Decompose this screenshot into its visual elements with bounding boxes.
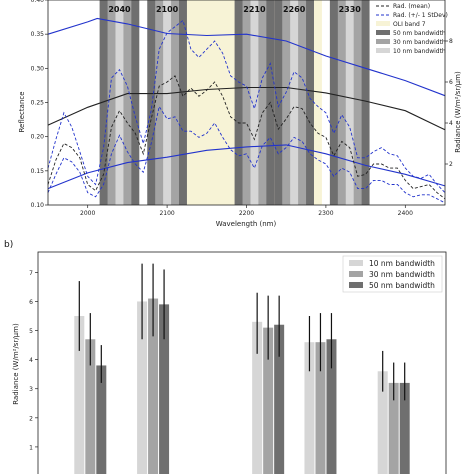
y-tick-label: 0.10	[31, 202, 45, 209]
band-2210-10nm	[250, 0, 259, 205]
y2-tick-label: 4	[449, 120, 453, 127]
y-tick-label: 0.20	[31, 134, 45, 141]
y-tick-label-b: 7	[29, 270, 33, 277]
band-center-label-2260: 2260	[283, 5, 306, 14]
series-line-5	[47, 105, 446, 204]
series-line-3	[47, 75, 446, 200]
y-tick-label-b: 1	[29, 444, 33, 451]
bar-2330-50nm	[399, 382, 410, 474]
band-2100-10nm	[163, 0, 172, 205]
legend-b: 10 nm bandwidth 30 nm bandwidth 50 nm ba…	[342, 255, 443, 293]
legend-label-rad-stdev: Rad. (+/- 1 StDev)	[393, 12, 448, 19]
bar-2100-10nm	[137, 301, 148, 474]
bar-2210-30nm	[263, 327, 274, 474]
axis-ticks-b: 01234567	[29, 270, 38, 474]
bar-2210-10nm	[252, 321, 263, 474]
y-tick-label: 0.15	[31, 168, 45, 175]
x-tick-label: 2200	[239, 210, 254, 217]
bar-2100-30nm	[148, 298, 159, 474]
legend-label-50nm: 50 nm bandwidth	[393, 30, 446, 37]
y-tick-label: 0.40	[31, 0, 45, 4]
y-tick-label: 0.25	[31, 100, 45, 107]
legend-b-swatch-10nm	[349, 260, 363, 266]
bar-2330-30nm	[388, 382, 399, 474]
legend-a: Rad. (mean) Rad. (+/- 1 StDev) OLI band …	[376, 3, 448, 55]
legend-label-rad-mean: Rad. (mean)	[393, 3, 430, 10]
bar-2210-50nm	[274, 324, 285, 474]
panel-b-label: b)	[4, 240, 13, 250]
legend-b-swatch-50nm	[349, 282, 363, 288]
panel-b: b) 01234567 Radiance (W/m²/sr/µm) 10 nm …	[4, 240, 447, 474]
y-axis-label-b: Radiance (W/m²/sr/µm)	[12, 323, 20, 405]
legend-b-label-10nm: 10 nm bandwidth	[369, 259, 435, 268]
plot-b-frame	[37, 251, 447, 474]
y2-tick-label: 2	[449, 161, 453, 168]
bar-2260-10nm	[304, 342, 315, 474]
x-tick-label: 2100	[159, 210, 174, 217]
bandwidth-bands	[99, 0, 370, 205]
bar-2040-50nm	[96, 365, 107, 474]
legend-swatch-10nm	[376, 48, 390, 53]
legend-b-swatch-30nm	[349, 271, 363, 277]
x-tick-label: 2400	[398, 210, 413, 217]
x-tick-label: 2000	[80, 210, 95, 217]
bar-series	[74, 263, 410, 474]
series-line-0	[47, 86, 446, 131]
y-tick-label-b: 2	[29, 415, 33, 422]
band-center-label-2330: 2330	[339, 5, 362, 14]
band-2040-10nm	[115, 0, 124, 205]
x-axis-label: Wavelength (nm)	[216, 220, 277, 228]
y2-tick-label: 6	[449, 79, 453, 86]
bar-2260-30nm	[315, 342, 326, 474]
bar-2260-50nm	[326, 339, 337, 474]
bar-2040-10nm	[74, 316, 85, 474]
y-tick-label-b: 3	[29, 386, 33, 393]
band-center-label-2100: 2100	[156, 5, 179, 14]
series-line-1	[47, 17, 446, 97]
band-center-labels: 2040 2100 2210 2260 2330	[108, 5, 361, 14]
series-lines	[47, 17, 446, 204]
band-2260-10nm	[290, 0, 299, 205]
legend-label-30nm: 30 nm bandwidth	[393, 39, 446, 46]
axis-ticks: 2000 2100 2200 2300 2400 0.10 0.15 0.20 0.25 0.30…	[31, 0, 453, 217]
x-tick-label: 2300	[318, 210, 333, 217]
panel-a: 2000 2100 2200 2300 2400 0.10 0.15 0.20 0.25 0.30…	[18, 0, 462, 228]
y2-axis-label: Radiance (W/m²/sr/µm)	[454, 71, 462, 153]
bar-2330-10nm	[377, 371, 388, 474]
y2-tick-label: 8	[449, 38, 453, 45]
legend-swatch-50nm	[376, 30, 390, 35]
y-tick-label: 0.30	[31, 65, 45, 72]
y-tick-label-b: 5	[29, 328, 33, 335]
band-center-label-2210: 2210	[243, 5, 266, 14]
bar-2040-30nm	[85, 339, 96, 474]
legend-label-10nm: 10 nm bandwidth	[393, 48, 446, 55]
series-line-2	[47, 144, 446, 190]
legend-b-label-50nm: 50 nm bandwidth	[369, 281, 435, 290]
band-2330-10nm	[345, 0, 354, 205]
y-tick-label: 0.35	[31, 31, 45, 38]
band-center-label-2040: 2040	[108, 5, 131, 14]
y-tick-label-b: 6	[29, 299, 33, 306]
legend-swatch-oli	[376, 21, 390, 26]
legend-label-oli: OLI band 7	[393, 21, 426, 28]
y-tick-label-b: 4	[29, 357, 33, 364]
legend-swatch-30nm	[376, 39, 390, 44]
y-axis-label: Reflectance	[18, 91, 26, 132]
legend-b-label-30nm: 30 nm bandwidth	[369, 270, 435, 279]
bar-2100-50nm	[159, 304, 170, 474]
